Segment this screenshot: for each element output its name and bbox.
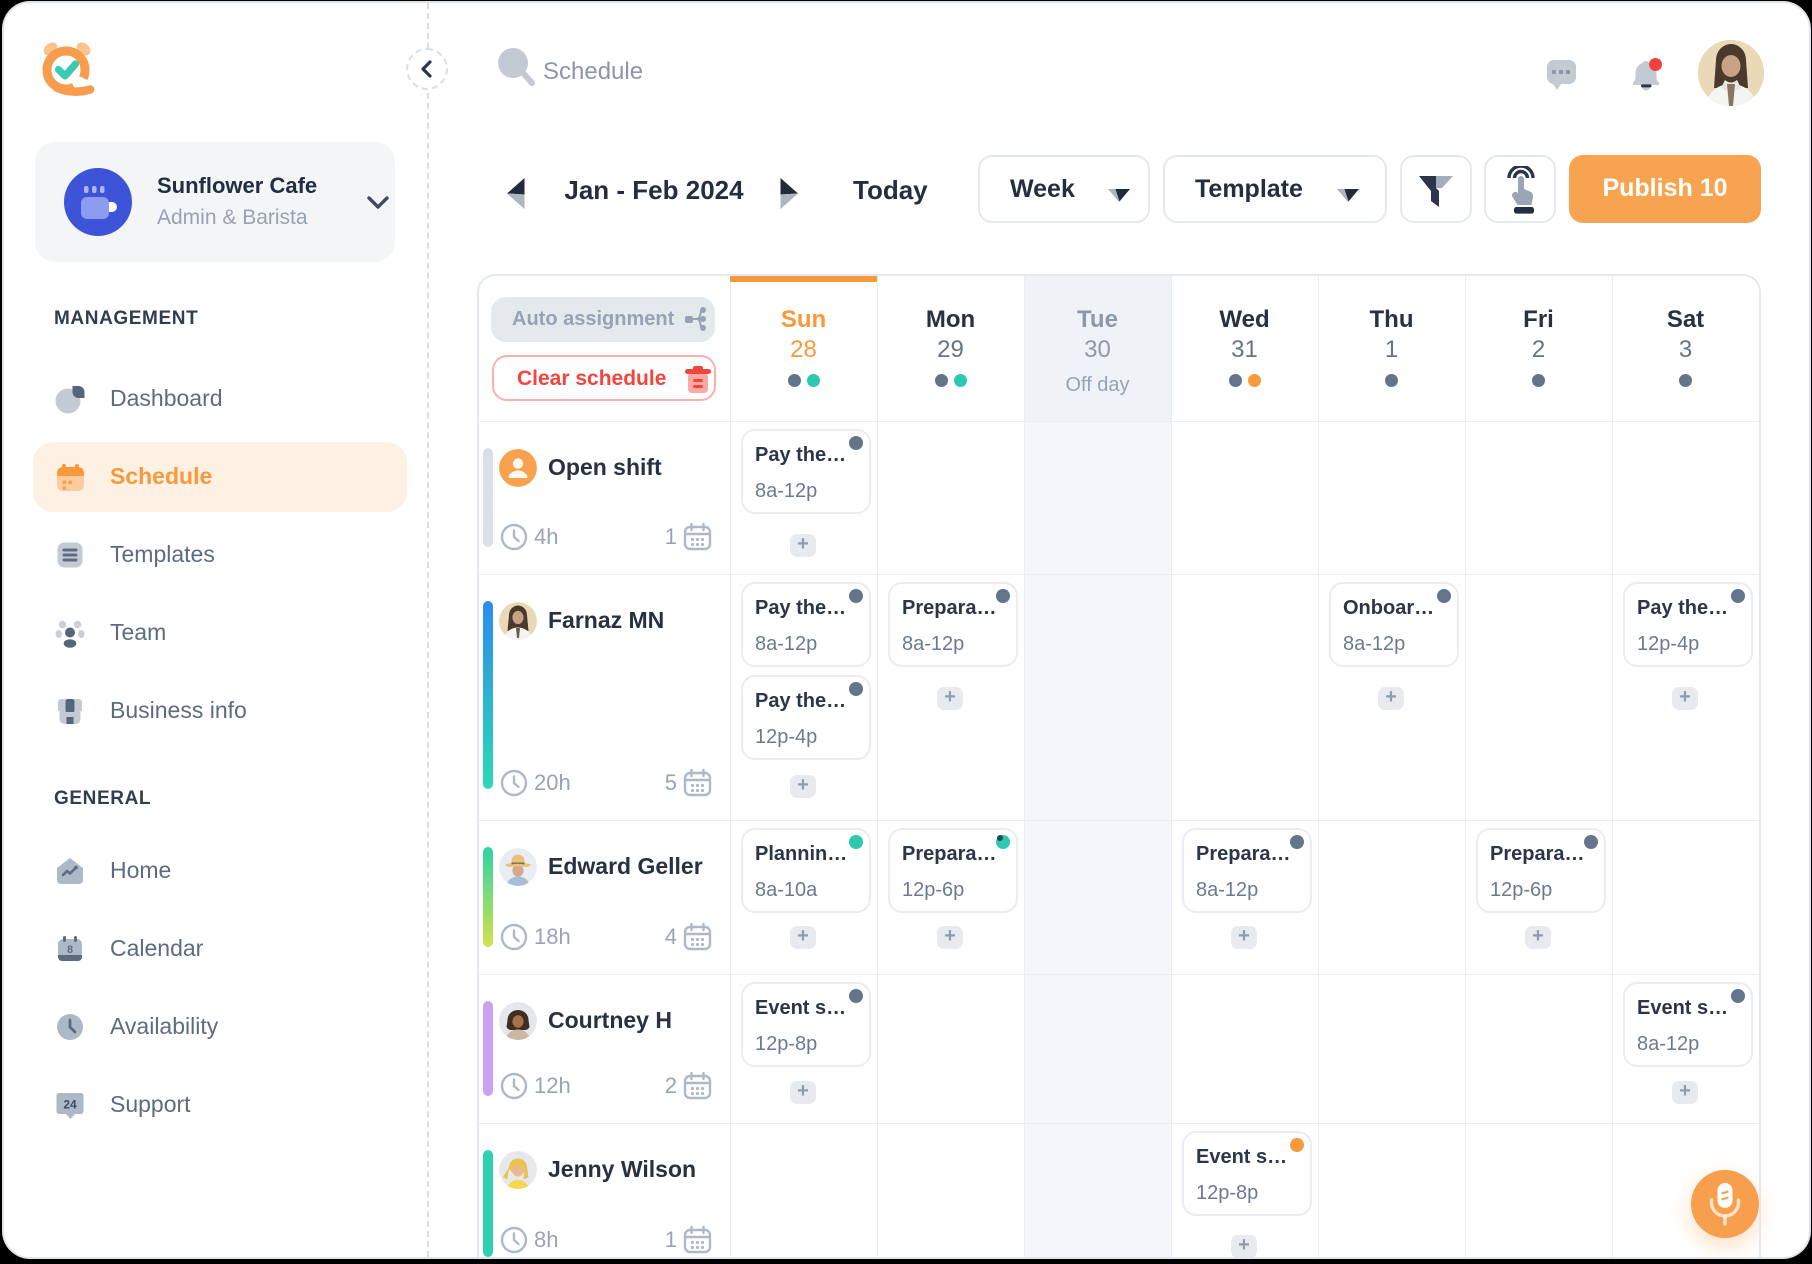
svg-text:24: 24 bbox=[63, 1098, 77, 1112]
svg-text:8: 8 bbox=[67, 944, 73, 956]
